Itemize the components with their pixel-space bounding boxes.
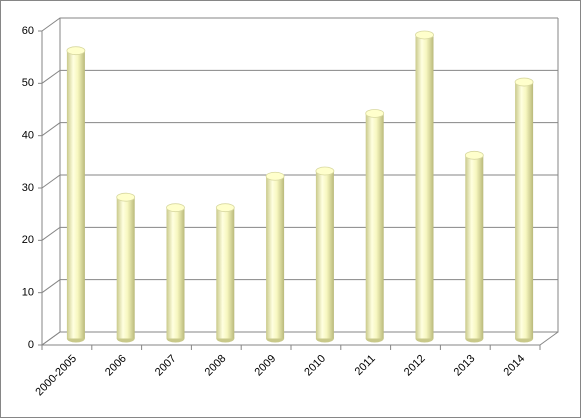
bar bbox=[315, 166, 335, 343]
grid-line bbox=[41, 122, 558, 137]
y-tick-label: 0 bbox=[28, 339, 34, 351]
bar-body bbox=[465, 155, 484, 339]
bar-body bbox=[415, 34, 434, 339]
bar-body bbox=[216, 207, 235, 339]
bar bbox=[415, 30, 434, 343]
bar bbox=[514, 77, 534, 343]
y-tick-label: 30 bbox=[22, 182, 34, 194]
bar-body bbox=[116, 197, 135, 339]
bar-top bbox=[265, 171, 285, 181]
bar-body bbox=[66, 50, 85, 339]
y-tick-label: 50 bbox=[22, 77, 34, 89]
bar-body bbox=[315, 171, 334, 339]
bar-top bbox=[315, 166, 335, 176]
bar bbox=[116, 192, 136, 343]
bar-top bbox=[66, 46, 86, 56]
bar-body bbox=[266, 176, 285, 339]
bar-top bbox=[514, 77, 534, 87]
bar-body bbox=[166, 207, 185, 339]
grid-line bbox=[41, 17, 558, 32]
bar-top bbox=[464, 150, 484, 160]
bar-top bbox=[116, 192, 136, 202]
bar bbox=[66, 46, 86, 343]
bar-top bbox=[166, 203, 185, 213]
y-tick-label: 20 bbox=[22, 234, 34, 246]
grid-line bbox=[41, 226, 558, 241]
grid-line bbox=[41, 279, 558, 294]
bar-body bbox=[515, 82, 534, 339]
bar-top bbox=[365, 109, 385, 118]
bar bbox=[215, 203, 235, 343]
bar-top bbox=[415, 30, 434, 40]
bar bbox=[464, 150, 484, 343]
grid-line bbox=[41, 331, 558, 346]
grid-line bbox=[41, 69, 558, 84]
bar-body bbox=[365, 113, 384, 339]
bar-top bbox=[215, 203, 235, 213]
grid-line bbox=[41, 174, 558, 189]
y-tick-label: 40 bbox=[22, 130, 34, 142]
y-tick-label: 10 bbox=[22, 287, 34, 299]
y-tick-label: 60 bbox=[22, 25, 34, 37]
bar bbox=[166, 203, 185, 343]
bar bbox=[365, 109, 385, 343]
bar bbox=[265, 171, 285, 343]
